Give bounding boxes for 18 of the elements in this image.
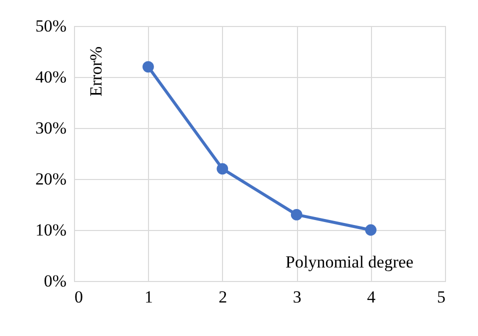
x-tick-label: 0 (74, 288, 83, 306)
point (290, 209, 302, 220)
y-tick-label: 40% (35, 68, 66, 86)
point (365, 224, 376, 236)
point (142, 61, 154, 72)
point (216, 163, 228, 174)
x-tick-label: 2 (218, 288, 228, 306)
x-tick-label: 3 (292, 288, 302, 306)
x-tick-label: 5 (437, 288, 446, 306)
x-axis-title: Polynomial degree (286, 252, 414, 272)
y-tick-label: 50% (35, 16, 66, 36)
y-tick-label: 10% (35, 220, 66, 240)
y-axis-title: Error% (86, 46, 106, 97)
x-tick-label: 1 (144, 288, 153, 306)
y-tick-label: 20% (35, 170, 66, 188)
y-tick-label: 30% (35, 118, 66, 138)
y-tick-label: 0% (44, 272, 66, 290)
x-tick-label: 4 (367, 288, 376, 306)
